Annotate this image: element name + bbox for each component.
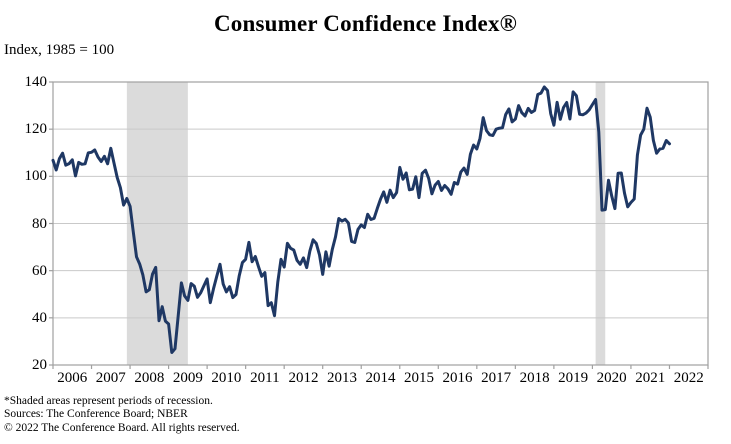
x-tick-label: 2011 bbox=[250, 370, 280, 386]
x-tick-label: 2019 bbox=[558, 370, 589, 386]
x-tick-label: 2010 bbox=[211, 370, 242, 386]
x-tick-label: 2016 bbox=[442, 370, 473, 386]
x-tick-label: 2020 bbox=[596, 370, 627, 386]
y-tick-label: 20 bbox=[32, 357, 47, 373]
x-tick-label: 2008 bbox=[134, 370, 165, 386]
x-tick-label: 2009 bbox=[172, 370, 203, 386]
x-tick-label: 2012 bbox=[288, 370, 319, 386]
y-tick-label: 60 bbox=[32, 262, 47, 279]
footnote-recession: *Shaded areas represent periods of reces… bbox=[4, 395, 213, 407]
x-tick-label: 2022 bbox=[673, 370, 704, 386]
y-tick-label: 80 bbox=[32, 215, 47, 232]
x-tick-label: 2017 bbox=[481, 370, 512, 386]
y-axis-unit-label: Index, 1985 = 100 bbox=[4, 42, 115, 58]
footnote-copyright: © 2022 The Conference Board. All rights … bbox=[4, 421, 240, 434]
y-tick-label: 140 bbox=[24, 74, 48, 90]
x-tick-label: 2006 bbox=[57, 370, 88, 386]
x-tick-label: 2013 bbox=[326, 370, 357, 386]
page-title: Consumer Confidence Index® bbox=[213, 11, 518, 36]
x-tick-label: 2018 bbox=[519, 370, 550, 386]
x-tick-label: 2021 bbox=[635, 370, 666, 386]
y-tick-label: 40 bbox=[32, 309, 47, 326]
x-tick-label: 2015 bbox=[404, 370, 435, 386]
cci-line bbox=[51, 85, 671, 354]
footnotes: *Shaded areas represent periods of reces… bbox=[4, 395, 240, 435]
y-tick-label: 100 bbox=[24, 168, 48, 185]
footnote-sources: Sources: The Conference Board; NBER bbox=[4, 408, 188, 421]
y-tick-label: 120 bbox=[24, 121, 48, 138]
x-tick-label: 2007 bbox=[95, 370, 126, 386]
x-tick-label: 2014 bbox=[365, 370, 396, 386]
